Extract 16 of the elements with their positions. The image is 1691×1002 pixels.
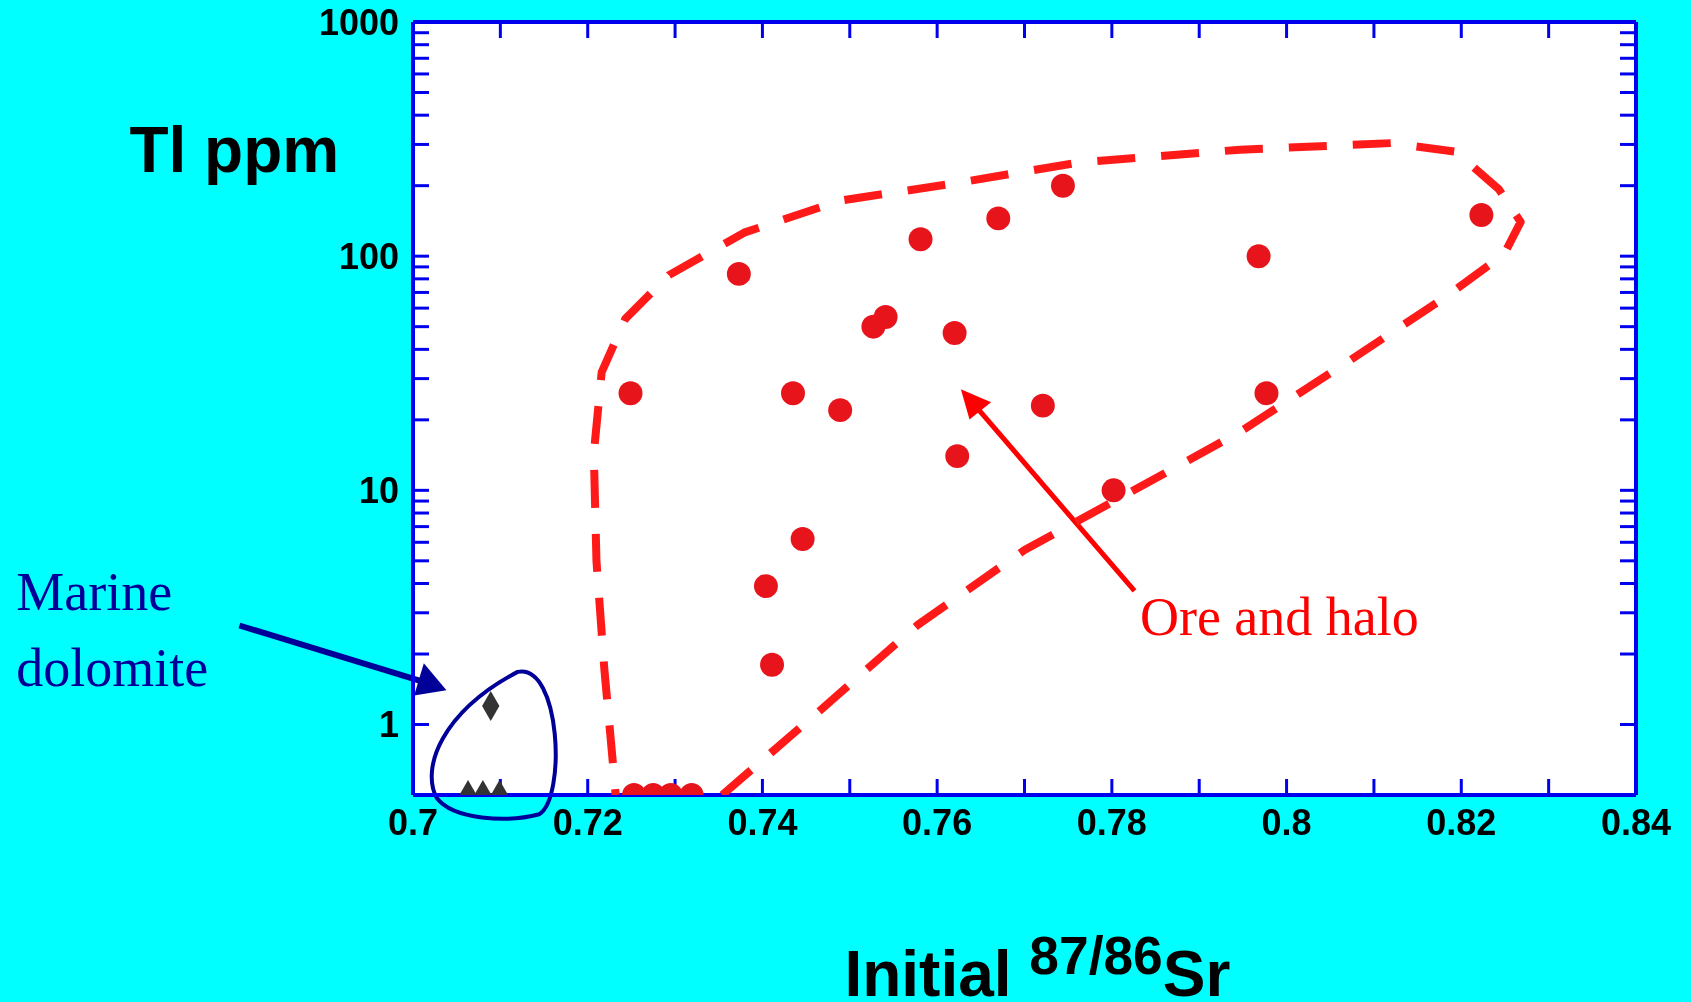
x-tick-label: 0.78 [1076, 801, 1147, 843]
x-tick-label: 0.76 [902, 801, 973, 843]
x-tick-label: 0.72 [552, 801, 623, 843]
y-axis-title: Tl ppm [129, 113, 340, 188]
x-tick-label: 0.74 [727, 801, 798, 843]
y-tick-label: 100 [338, 235, 399, 277]
annotation: Ore and halo [1139, 586, 1420, 650]
y-tick-label: 1000 [318, 1, 399, 43]
x-tick-label: 0.84 [1600, 801, 1672, 843]
x-axis-title: Initial $^{87/86}$Sr [844, 925, 1231, 1002]
x-tick-label: 0.7 [387, 801, 439, 843]
y-tick-label: 1 [378, 704, 399, 746]
x-tick-label: 0.82 [1426, 801, 1497, 843]
text: Marine dolomite [16, 561, 210, 700]
x-tick-label: 0.8 [1261, 801, 1312, 843]
y-tick-label: 10 [358, 470, 399, 512]
